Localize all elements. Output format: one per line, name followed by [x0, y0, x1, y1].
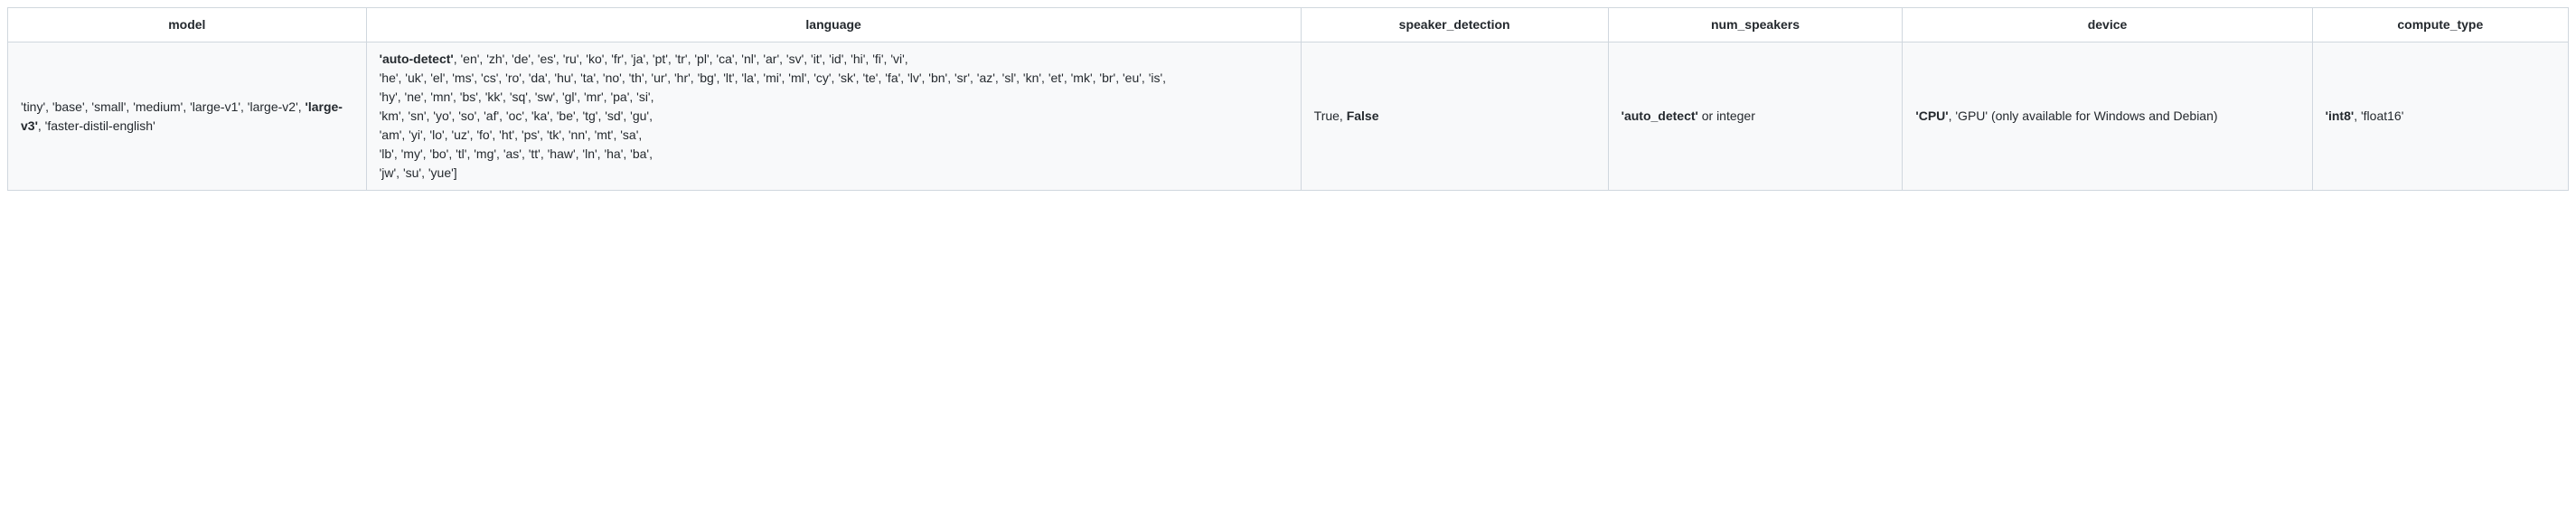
text-segment: 'jw', 'su', 'yue']	[380, 165, 457, 180]
lang-line: 'am', 'yi', 'lo', 'uz', 'fo', 'ht', 'ps'…	[380, 126, 1288, 145]
text-segment-bold: False	[1347, 108, 1379, 123]
cell-num-speakers: 'auto_detect' or integer	[1608, 42, 1903, 191]
text-segment: 'he', 'uk', 'el', 'ms', 'cs', 'ro', 'da'…	[380, 71, 1166, 85]
cell-language: 'auto-detect', 'en', 'zh', 'de', 'es', '…	[366, 42, 1301, 191]
cell-device: 'CPU', 'GPU' (only available for Windows…	[1903, 42, 2312, 191]
text-segment: 'hy', 'ne', 'mn', 'bs', 'kk', 'sq', 'sw'…	[380, 90, 654, 104]
col-header-compute-type: compute_type	[2312, 8, 2568, 42]
text-segment: 'tiny', 'base', 'small', 'medium', 'larg…	[21, 99, 306, 114]
table-header-row: model language speaker_detection num_spe…	[8, 8, 2569, 42]
text-segment: , 'en', 'zh', 'de', 'es', 'ru', 'ko', 'f…	[454, 52, 908, 66]
table-row: 'tiny', 'base', 'small', 'medium', 'larg…	[8, 42, 2569, 191]
text-segment: 'am', 'yi', 'lo', 'uz', 'fo', 'ht', 'ps'…	[380, 127, 643, 142]
text-segment-bold: 'int8'	[2326, 108, 2355, 123]
cell-speaker-detection: True, False	[1301, 42, 1608, 191]
params-table: model language speaker_detection num_spe…	[7, 7, 2569, 191]
col-header-speaker-detection: speaker_detection	[1301, 8, 1608, 42]
text-segment: , 'GPU' (only available for Windows and …	[1949, 108, 2218, 123]
col-header-device: device	[1903, 8, 2312, 42]
lang-line: 'auto-detect', 'en', 'zh', 'de', 'es', '…	[380, 50, 1288, 69]
text-segment: or integer	[1698, 108, 1755, 123]
lang-line: 'lb', 'my', 'bo', 'tl', 'mg', 'as', 'tt'…	[380, 145, 1288, 164]
cell-compute-type: 'int8', 'float16'	[2312, 42, 2568, 191]
lang-line: 'hy', 'ne', 'mn', 'bs', 'kk', 'sq', 'sw'…	[380, 88, 1288, 107]
col-header-num-speakers: num_speakers	[1608, 8, 1903, 42]
text-segment: 'km', 'sn', 'yo', 'so', 'af', 'oc', 'ka'…	[380, 108, 653, 123]
col-header-language: language	[366, 8, 1301, 42]
text-segment: True,	[1314, 108, 1347, 123]
text-segment: 'lb', 'my', 'bo', 'tl', 'mg', 'as', 'tt'…	[380, 146, 653, 161]
col-header-model: model	[8, 8, 367, 42]
text-segment-bold: 'auto-detect'	[380, 52, 454, 66]
text-segment: , 'faster-distil-english'	[38, 118, 155, 133]
lang-line: 'km', 'sn', 'yo', 'so', 'af', 'oc', 'ka'…	[380, 107, 1288, 126]
cell-model: 'tiny', 'base', 'small', 'medium', 'larg…	[8, 42, 367, 191]
lang-line: 'jw', 'su', 'yue']	[380, 164, 1288, 183]
lang-line: 'he', 'uk', 'el', 'ms', 'cs', 'ro', 'da'…	[380, 69, 1288, 88]
text-segment-bold: 'CPU'	[1915, 108, 1948, 123]
text-segment-bold: 'auto_detect'	[1622, 108, 1698, 123]
text-segment: , 'float16'	[2354, 108, 2403, 123]
